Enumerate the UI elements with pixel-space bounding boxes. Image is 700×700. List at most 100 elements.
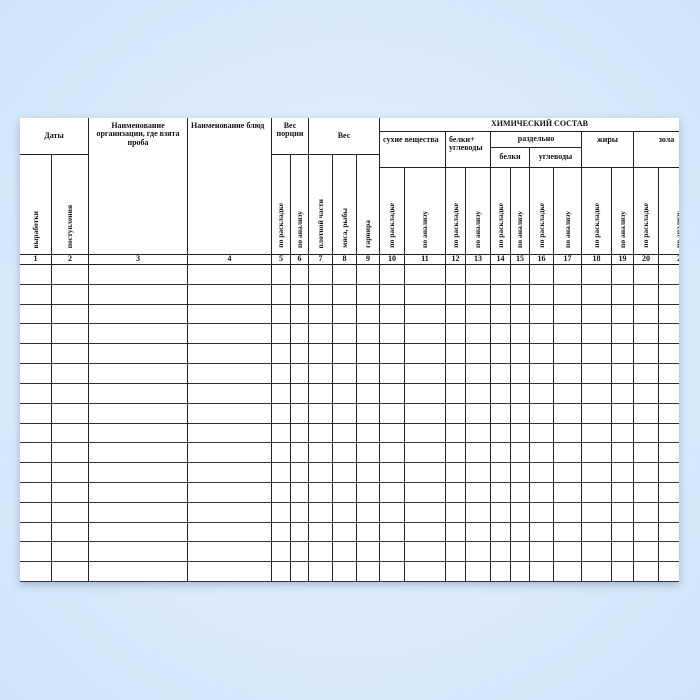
- header-portion-weight-label: Вес порции: [276, 121, 304, 139]
- column-number-21-label: 2: [677, 254, 679, 264]
- header-col-18: по раскладке: [582, 168, 612, 255]
- column-number-16-label: 16: [537, 254, 546, 264]
- table-column-line: [290, 265, 291, 582]
- table-row-line: [20, 343, 679, 345]
- table-column-line: [187, 265, 188, 582]
- column-number-7-label: 7: [318, 254, 323, 264]
- table-row-line: [20, 442, 679, 444]
- header-proteins-label: белки: [499, 152, 521, 162]
- header-portion-weight: Вес порции: [272, 118, 309, 155]
- column-number-13-label: 13: [474, 254, 482, 264]
- table-row-line: [20, 402, 679, 404]
- header-col-11: по анализу: [405, 168, 446, 255]
- column-number-3-label: 3: [136, 254, 140, 264]
- column-number-21: 2: [659, 254, 679, 265]
- header-col-21-label: по анализу: [674, 211, 679, 248]
- header-col-15-label: по анализу: [515, 211, 525, 248]
- header-col-16: по раскладке: [530, 168, 554, 255]
- column-number-19-label: 19: [618, 254, 627, 264]
- header-fats-label: жиры: [596, 135, 619, 144]
- header-ash-label: зола: [658, 135, 675, 144]
- column-number-13: 13: [466, 254, 491, 265]
- column-number-20-label: 20: [642, 254, 650, 264]
- table-column-line: [553, 265, 554, 582]
- header-col-10: по раскладке: [380, 168, 405, 255]
- header-proteins-carbs: белки+ углеводы: [446, 132, 491, 168]
- header-col-13: по анализу: [466, 168, 491, 255]
- header-chemical-composition: ХИМИЧЕСКИЙ СОСТАВ: [380, 118, 679, 132]
- column-number-10: 10: [380, 254, 405, 265]
- column-number-2-label: 2: [68, 254, 72, 264]
- column-number-18: 18: [582, 254, 612, 265]
- table-row-line: [20, 561, 679, 563]
- table-row-line: [20, 541, 679, 543]
- header-garnish: гарнира: [357, 155, 380, 255]
- header-dates: Даты: [20, 118, 89, 155]
- header-dry-matter-label: сухие вещества: [383, 135, 439, 144]
- table-row-line: [20, 462, 679, 464]
- table-column-line: [581, 265, 582, 582]
- table-row-line: [20, 501, 679, 503]
- header-meat-fish-label: мяса, рыбы: [339, 208, 349, 248]
- header-weight: Вес: [309, 118, 380, 155]
- header-col-21: по анализу: [659, 168, 679, 255]
- column-number-10-label: 10: [388, 254, 396, 264]
- header-col-10-label: по раскладке: [387, 203, 397, 248]
- table-column-line: [356, 265, 357, 582]
- header-col-19-label: по анализу: [617, 211, 627, 248]
- header-separately-label: раздельно: [517, 134, 555, 144]
- table-column-line: [529, 265, 530, 582]
- column-number-11-label: 11: [421, 254, 429, 264]
- header-dates-label: Даты: [44, 130, 64, 140]
- column-number-20: 20: [634, 254, 659, 265]
- table-column-line: [332, 265, 333, 582]
- header-proteins: белки: [491, 148, 530, 168]
- header-organization: Наименование организации, где взята проб…: [89, 118, 188, 255]
- column-number-6: 6: [291, 254, 309, 265]
- header-col-17-label: по анализу: [562, 211, 572, 248]
- table-column-line: [633, 265, 634, 582]
- table-column-line: [51, 265, 52, 582]
- table-row-line: [20, 581, 679, 582]
- column-number-17: 17: [554, 254, 582, 265]
- column-number-4: 4: [188, 254, 272, 265]
- header-chemical-composition-label: ХИМИЧЕСКИЙ СОСТАВ: [491, 119, 588, 129]
- table-row-line: [20, 382, 679, 384]
- header-receipt-label: поступления: [65, 204, 75, 248]
- header-col-12: по раскладке: [446, 168, 466, 255]
- column-number-5: 5: [272, 254, 291, 265]
- column-number-14-label: 14: [496, 254, 505, 264]
- header-separately: раздельно: [491, 132, 582, 148]
- header-organization-label: Наименование организации, где взята проб…: [96, 121, 180, 147]
- column-number-15: 15: [511, 254, 530, 265]
- header-dry-matter: сухие вещества: [380, 132, 446, 168]
- column-number-6-label: 6: [297, 254, 302, 264]
- header-portion-by-analysis: по анализу: [291, 155, 309, 255]
- header-ash: зола: [634, 132, 679, 168]
- header-weight-label: Вес: [337, 130, 351, 140]
- header-portion-by-analysis-label: по анализу: [294, 211, 304, 248]
- header-dish-label: Наименование блюд: [191, 121, 265, 130]
- header-proteins-carbs-label: белки+ углеводы: [449, 135, 483, 153]
- header-col-18-label: по раскладке: [591, 203, 601, 248]
- header-col-20: по раскладке: [634, 168, 659, 255]
- column-number-2: 2: [52, 254, 89, 265]
- column-number-17-label: 17: [563, 254, 572, 264]
- table-column-line: [404, 265, 405, 582]
- column-number-4-label: 4: [227, 254, 232, 264]
- table-column-line: [271, 265, 272, 582]
- column-number-8-label: 8: [342, 254, 347, 264]
- column-number-3: 3: [89, 254, 188, 265]
- header-portion-by-layout: по раскладке: [272, 155, 291, 255]
- table-column-line: [379, 265, 380, 582]
- column-number-9-label: 9: [366, 254, 370, 264]
- header-dish: Наименование блюд: [188, 118, 272, 255]
- header-col-19: по анализу: [612, 168, 634, 255]
- table-column-line: [88, 265, 89, 582]
- header-garnish-label: гарнира: [363, 220, 373, 248]
- table-column-line: [510, 265, 511, 582]
- header-production-label: выработки: [30, 210, 40, 248]
- header-col-16-label: по раскладке: [536, 203, 546, 248]
- column-number-15-label: 15: [516, 254, 524, 264]
- header-receipt: поступления: [52, 155, 89, 255]
